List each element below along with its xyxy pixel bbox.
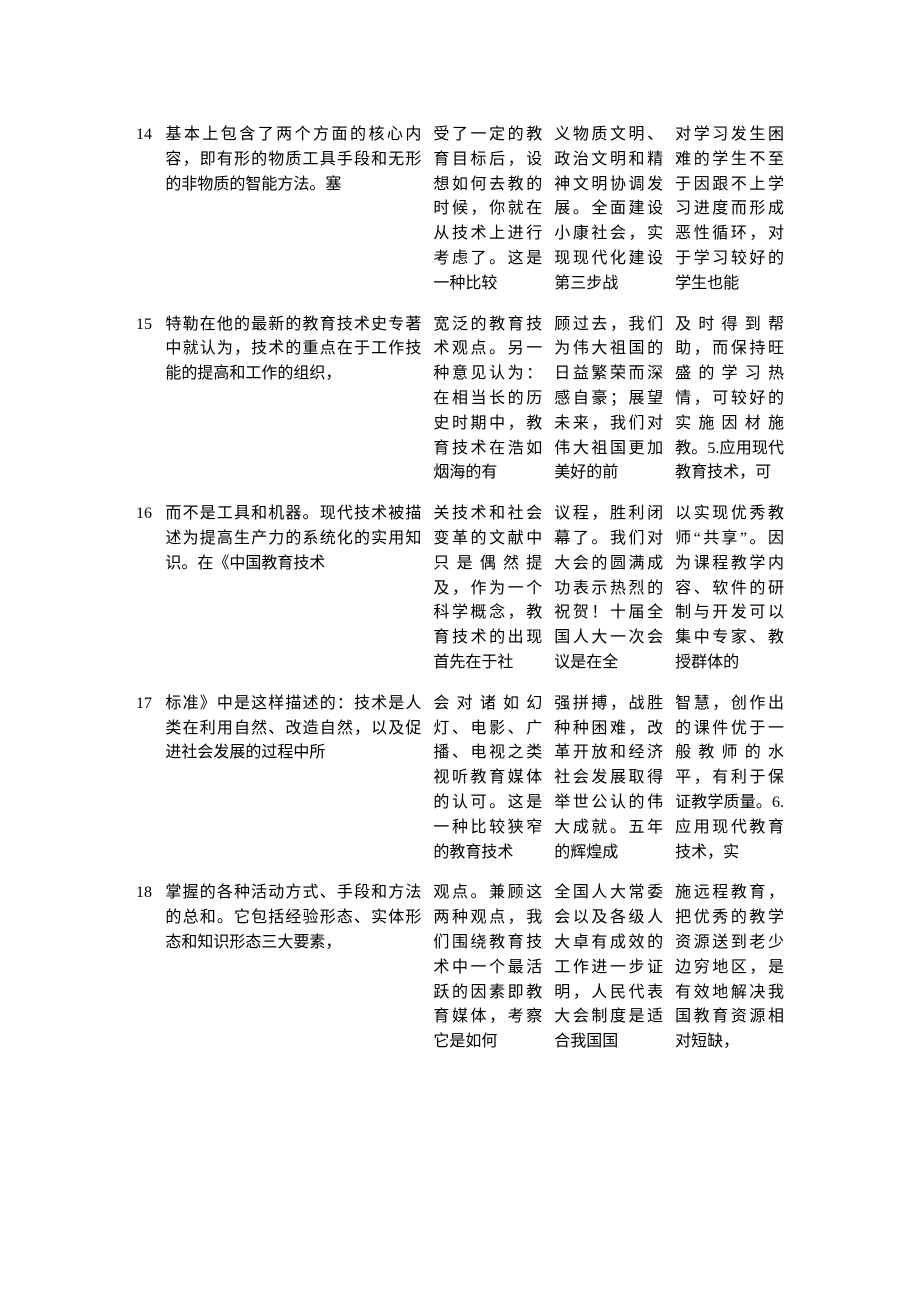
cell-left: 基本上包含了两个方面的核心内容，即有形的物质工具手段和无形的非物质的智能方法。塞	[159, 115, 427, 305]
table-row: 14 基本上包含了两个方面的核心内容，即有形的物质工具手段和无形的非物质的智能方…	[130, 115, 790, 305]
cell-mid1: 宽泛的教育技术观点。另一种意见认为：在相当长的历史时期中，教育技术在浩如烟海的有	[427, 305, 548, 495]
cell-mid2: 强拼搏，战胜种种困难，改革开放和经济社会发展取得举世公认的伟大成就。五年的辉煌成	[548, 684, 669, 874]
table-row: 18 掌握的各种活动方式、手段和方法的总和。它包括经验形态、实体形态和知识形态三…	[130, 873, 790, 1063]
cell-left: 标准》中是这样描述的：技术是人类在利用自然、改造自然，以及促进社会发展的过程中所	[159, 684, 427, 874]
cell-mid1: 观点。兼顾这两种观点，我们围绕教育技术中一个最活跃的因素即教育媒体，考察它是如何	[427, 873, 548, 1063]
cell-mid2: 顾过去，我们为伟大祖国的日益繁荣而深感自豪；展望未来，我们对伟大祖国更加美好的前	[548, 305, 669, 495]
cell-mid2: 义物质文明、政治文明和精神文明协调发展。全面建设小康社会，实现现代化建设第三步战	[548, 115, 669, 305]
cell-right: 对学习发生困难的学生不至于因跟不上学习进度而形成恶性循环，对于学习较好的学生也能	[669, 115, 790, 305]
cell-mid1: 受了一定的教育目标后，设想如何去教的时候，你就在从技术上进行考虑了。这是一种比较	[427, 115, 548, 305]
cell-right: 以实现优秀教师“共享”。因为课程教学内容、软件的研制与开发可以集中专家、教授群体…	[669, 494, 790, 684]
document-table: 14 基本上包含了两个方面的核心内容，即有形的物质工具手段和无形的非物质的智能方…	[130, 115, 790, 1063]
table-row: 15 特勒在他的最新的教育技术史专著中就认为，技术的重点在于工作技能的提高和工作…	[130, 305, 790, 495]
cell-right: 智慧，创作出的课件优于一般教师的水平，有利于保证教学质量。6.应用现代教育技术，…	[669, 684, 790, 874]
row-number: 16	[130, 494, 159, 684]
cell-mid2: 议程，胜利闭幕了。我们对大会的圆满成功表示热烈的祝贺！十届全国人大一次会议是在全	[548, 494, 669, 684]
row-number: 18	[130, 873, 159, 1063]
cell-left: 而不是工具和机器。现代技术被描述为提高生产力的系统化的实用知识。在《中国教育技术	[159, 494, 427, 684]
table-row: 16 而不是工具和机器。现代技术被描述为提高生产力的系统化的实用知识。在《中国教…	[130, 494, 790, 684]
cell-mid2: 全国人大常委会以及各级人大卓有成效的工作进一步证明，人民代表大会制度是适合我国国	[548, 873, 669, 1063]
row-number: 14	[130, 115, 159, 305]
row-number: 17	[130, 684, 159, 874]
cell-mid1: 关技术和社会变革的文献中只是偶然提及，作为一个科学概念，教育技术的出现首先在于社	[427, 494, 548, 684]
cell-right: 及时得到帮助，而保持旺盛的学习热情，可较好的实施因材施教。5.应用现代教育技术，…	[669, 305, 790, 495]
cell-mid1: 会对诸如幻灯、电影、广播、电视之类视听教育媒体的认可。这是一种比较狭窄的教育技术	[427, 684, 548, 874]
cell-left: 特勒在他的最新的教育技术史专著中就认为，技术的重点在于工作技能的提高和工作的组织…	[159, 305, 427, 495]
table-body: 14 基本上包含了两个方面的核心内容，即有形的物质工具手段和无形的非物质的智能方…	[130, 115, 790, 1063]
table-row: 17 标准》中是这样描述的：技术是人类在利用自然、改造自然，以及促进社会发展的过…	[130, 684, 790, 874]
cell-left: 掌握的各种活动方式、手段和方法的总和。它包括经验形态、实体形态和知识形态三大要素…	[159, 873, 427, 1063]
row-number: 15	[130, 305, 159, 495]
cell-right: 施远程教育，把优秀的教学资源送到老少边穷地区，是有效地解决我国教育资源相对短缺，	[669, 873, 790, 1063]
